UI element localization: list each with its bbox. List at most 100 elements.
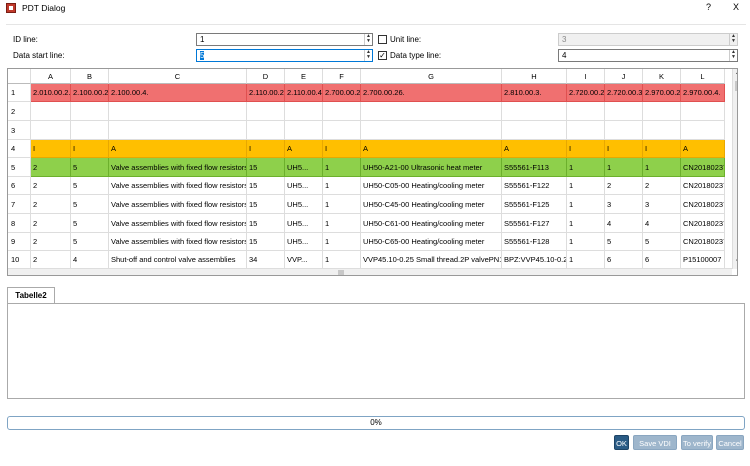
table-cell[interactable]: CN20180237 [681, 214, 725, 233]
table-cell[interactable] [323, 102, 361, 121]
table-cell[interactable]: 5 [71, 195, 109, 214]
table-cell[interactable]: A [361, 140, 502, 158]
table-cell[interactable]: 15 [247, 177, 285, 195]
column-header-h[interactable]: H [502, 69, 567, 84]
column-header-e[interactable]: E [285, 69, 323, 84]
table-cell[interactable]: 1 [323, 158, 361, 177]
table-cell[interactable]: I [567, 140, 605, 158]
table-cell[interactable]: 6 [643, 251, 681, 269]
data-grid[interactable]: ▲ ▼ ABCDEFGHIJKL12.010.00.2.2.100.00.2.2… [7, 68, 738, 276]
table-cell[interactable] [323, 121, 361, 140]
help-button[interactable]: ? [706, 2, 712, 12]
table-cell[interactable]: 5 [71, 177, 109, 195]
table-cell[interactable] [643, 121, 681, 140]
table-cell[interactable]: I [247, 140, 285, 158]
table-cell[interactable]: UH50-C45-00 Heating/cooling meter [361, 195, 502, 214]
row-header[interactable]: 3 [8, 121, 31, 140]
row-header[interactable]: 1 [8, 84, 31, 102]
table-cell[interactable]: UH50-A21-00 Ultrasonic heat meter [361, 158, 502, 177]
table-cell[interactable] [567, 102, 605, 121]
column-header-f[interactable]: F [323, 69, 361, 84]
table-cell[interactable]: Valve assemblies with fixed flow resisto… [109, 214, 247, 233]
table-cell[interactable]: 3 [605, 195, 643, 214]
table-cell[interactable]: 2 [31, 251, 71, 269]
table-cell[interactable]: 2.010.00.2. [31, 84, 71, 102]
table-cell[interactable]: 1 [323, 195, 361, 214]
table-cell[interactable]: UH50-C05-00 Heating/cooling meter [361, 177, 502, 195]
table-cell[interactable] [502, 121, 567, 140]
table-cell[interactable]: Valve assemblies with fixed flow resisto… [109, 158, 247, 177]
table-cell[interactable]: 2.810.00.3. [502, 84, 567, 102]
table-cell[interactable]: CN20180237 [681, 233, 725, 251]
table-cell[interactable]: 4 [71, 251, 109, 269]
table-cell[interactable]: A [285, 140, 323, 158]
table-cell[interactable]: 1 [323, 251, 361, 269]
table-cell[interactable]: I [323, 140, 361, 158]
vertical-scrollbar[interactable]: ▲ ▼ [732, 69, 737, 269]
table-cell[interactable]: 4 [643, 214, 681, 233]
table-cell[interactable]: 1 [323, 233, 361, 251]
cancel-button[interactable]: Cancel [716, 435, 744, 450]
column-header-c[interactable]: C [109, 69, 247, 84]
table-cell[interactable]: 15 [247, 195, 285, 214]
table-cell[interactable]: 2.110.00.2. [247, 84, 285, 102]
row-header[interactable]: 2 [8, 102, 31, 121]
table-cell[interactable] [71, 121, 109, 140]
table-cell[interactable] [502, 102, 567, 121]
table-cell[interactable]: Valve assemblies with fixed flow resisto… [109, 233, 247, 251]
row-header[interactable]: 5 [8, 158, 31, 177]
table-cell[interactable]: 2 [31, 233, 71, 251]
spinner-arrows-icon[interactable]: ▲ ▼ [364, 50, 372, 61]
id-line-input[interactable]: 1 ▲ ▼ [196, 33, 373, 46]
ok-button[interactable]: OK [614, 435, 629, 450]
table-cell[interactable]: VVP... [285, 251, 323, 269]
table-cell[interactable]: I [71, 140, 109, 158]
table-cell[interactable]: CN20180237 [681, 177, 725, 195]
column-header-k[interactable]: K [643, 69, 681, 84]
column-header-l[interactable]: L [681, 69, 725, 84]
table-cell[interactable]: UH5... [285, 214, 323, 233]
table-cell[interactable] [605, 102, 643, 121]
table-cell[interactable] [31, 121, 71, 140]
table-cell[interactable]: UH5... [285, 158, 323, 177]
row-header[interactable]: 6 [8, 177, 31, 195]
table-cell[interactable]: 2 [31, 214, 71, 233]
data-type-line-input[interactable]: 4 ▲ ▼ [558, 49, 738, 62]
table-cell[interactable]: UH5... [285, 177, 323, 195]
table-cell[interactable]: 6 [605, 251, 643, 269]
table-cell[interactable]: 2.700.00.26. [361, 84, 502, 102]
table-cell[interactable]: 2 [643, 177, 681, 195]
table-cell[interactable]: 2.970.00.4. [681, 84, 725, 102]
table-cell[interactable] [643, 102, 681, 121]
table-cell[interactable]: A [502, 140, 567, 158]
table-cell[interactable]: 1 [567, 158, 605, 177]
table-cell[interactable] [681, 121, 725, 140]
table-cell[interactable]: UH50-C65-00 Heating/cooling meter [361, 233, 502, 251]
table-cell[interactable]: 2 [31, 158, 71, 177]
spinner-arrows-icon[interactable]: ▲ ▼ [729, 50, 737, 61]
column-header-b[interactable]: B [71, 69, 109, 84]
table-cell[interactable]: 5 [71, 214, 109, 233]
table-cell[interactable]: 2 [31, 195, 71, 214]
table-cell[interactable]: I [643, 140, 681, 158]
scroll-up-icon[interactable]: ▲ [735, 70, 737, 76]
table-cell[interactable]: 15 [247, 233, 285, 251]
corner-header[interactable] [8, 69, 31, 84]
table-cell[interactable]: BPZ:VVP45.10-0.25 [502, 251, 567, 269]
table-cell[interactable] [109, 121, 247, 140]
table-cell[interactable]: VVP45.10-0.25 Small thread.2P valvePN16 [361, 251, 502, 269]
table-cell[interactable]: 15 [247, 158, 285, 177]
table-cell[interactable]: Shut-off and control valve assemblies [109, 251, 247, 269]
tab-tabelle2[interactable]: Tabelle2 [7, 287, 55, 303]
table-cell[interactable]: 15 [247, 214, 285, 233]
row-header[interactable]: 9 [8, 233, 31, 251]
data-type-line-checkbox[interactable]: ✓ [378, 51, 387, 60]
table-cell[interactable]: A [681, 140, 725, 158]
table-cell[interactable]: S55561-F122 [502, 177, 567, 195]
table-cell[interactable]: 2.100.00.4. [109, 84, 247, 102]
table-cell[interactable]: 2.700.00.2. [323, 84, 361, 102]
table-cell[interactable] [361, 121, 502, 140]
to-verify-button[interactable]: To verify [681, 435, 713, 450]
table-cell[interactable] [285, 121, 323, 140]
table-cell[interactable]: 1 [323, 177, 361, 195]
